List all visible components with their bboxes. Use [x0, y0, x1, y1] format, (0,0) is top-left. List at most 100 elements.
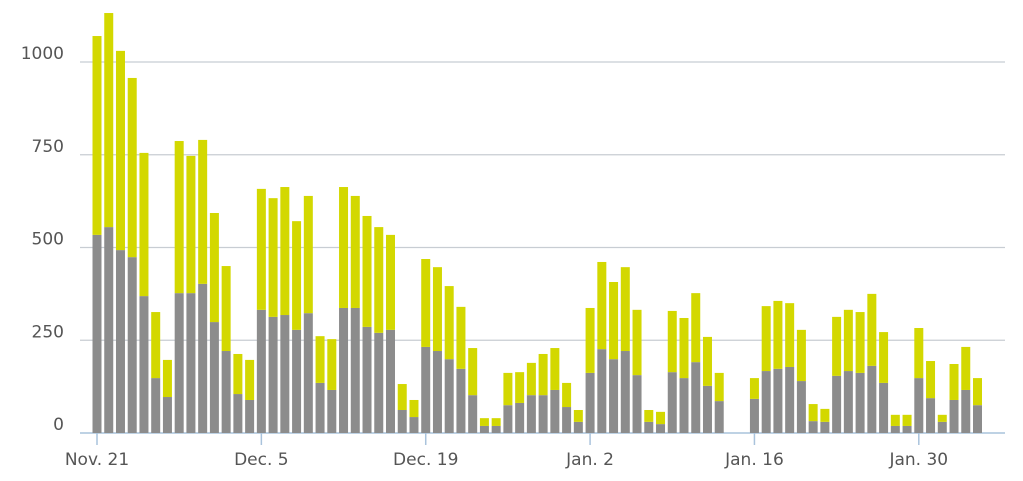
bar-segment [397, 409, 407, 433]
bar-segment [315, 336, 325, 383]
y-tick-label: 0 [53, 415, 64, 435]
x-tick-label: Dec. 19 [393, 450, 458, 470]
bar-segment [796, 381, 806, 433]
y-tick-label: 750 [32, 137, 64, 157]
bar-segment [702, 336, 712, 386]
bar-segment [362, 215, 372, 327]
bar-segment [679, 378, 689, 433]
bar-segment [914, 328, 924, 379]
y-tick-label: 1000 [21, 44, 64, 64]
bar-segment [468, 395, 478, 433]
x-tick-label: Jan. 30 [888, 450, 948, 470]
bar-segment [597, 349, 607, 433]
bar-segment [315, 382, 325, 433]
bar-segment [409, 399, 419, 418]
bar-segment [92, 36, 102, 235]
bar-segment [550, 348, 560, 390]
bar-segment [151, 378, 161, 433]
bar-segment [162, 359, 172, 398]
bar-segment [256, 188, 266, 310]
x-tick-label: Jan. 16 [724, 450, 784, 470]
bar-segment [479, 425, 489, 433]
bar-segment [890, 425, 900, 433]
bar-segment [573, 409, 583, 422]
bar-segment [115, 250, 125, 433]
bar-segment [374, 332, 384, 433]
bar-segment [104, 13, 114, 228]
bar-segment [832, 375, 842, 433]
bar-segment [620, 267, 630, 352]
bar-segment [855, 312, 865, 373]
bar-segment [843, 371, 853, 433]
bar-segment [491, 418, 501, 426]
bar-segment [656, 424, 666, 433]
bar-segment [562, 407, 572, 433]
x-tick-label: Jan. 2 [565, 450, 614, 470]
bar-segment [115, 50, 125, 251]
bar-segment [609, 282, 619, 360]
bar-segment [843, 309, 853, 372]
bar-segment [491, 425, 501, 433]
bar-segment [256, 309, 266, 433]
bar-segment [949, 399, 959, 433]
bar-segment [973, 405, 982, 433]
bar-segment [104, 227, 114, 433]
bar-segment [386, 329, 395, 433]
bar-segment [432, 267, 442, 352]
bar-segment [785, 366, 795, 433]
bar-segment [209, 322, 219, 433]
bar-segment [362, 326, 372, 433]
bar-segment [245, 399, 255, 433]
bar-segment [174, 293, 184, 433]
bar-segment [961, 389, 971, 433]
bar-segment [550, 389, 560, 433]
bar-segment [761, 306, 771, 372]
x-tick-label: Dec. 5 [234, 450, 289, 470]
bar-segment [127, 257, 137, 433]
bar-segment [292, 221, 302, 330]
bar-segment [632, 375, 642, 433]
bar-segment [92, 234, 102, 433]
bar-segment [632, 309, 642, 376]
bar-segment [973, 378, 982, 406]
bar-segment [350, 195, 360, 308]
bar-segment [444, 359, 454, 433]
bar-segment [233, 353, 243, 395]
bar-segment [644, 409, 654, 422]
bar-segment [538, 395, 548, 433]
bar-segment [292, 329, 302, 433]
bar-segment [174, 141, 184, 294]
bar-segment [186, 293, 196, 433]
bar-segment [409, 417, 419, 433]
bar-segment [585, 372, 595, 433]
bar-segment [855, 372, 865, 433]
bar-segment [151, 312, 161, 379]
bar-segment [867, 365, 877, 433]
bar-segment [280, 187, 290, 316]
bar-segment [820, 421, 830, 433]
bar-segment [749, 398, 759, 433]
bar-segment [526, 362, 536, 396]
bar-segment [902, 425, 912, 433]
bar-segment [879, 382, 889, 433]
bar-segment [339, 307, 349, 433]
bar-segment [679, 317, 689, 379]
bar-segment [350, 307, 360, 433]
bar-segment [620, 351, 630, 433]
bar-segment [456, 368, 466, 433]
bar-segment [609, 359, 619, 433]
bar-segment [691, 362, 701, 433]
bar-segment [562, 382, 572, 408]
bar-segment [914, 378, 924, 433]
bar-segment [127, 77, 137, 258]
bar-segment [773, 368, 783, 433]
bar-segment [186, 155, 196, 294]
bar-segment [949, 363, 959, 400]
bar-segment [374, 227, 384, 333]
bar-segment [667, 372, 677, 433]
bar-segment [573, 421, 583, 433]
bar-segment [879, 332, 889, 383]
bar-segment [761, 371, 771, 433]
bar-segment [785, 303, 795, 367]
